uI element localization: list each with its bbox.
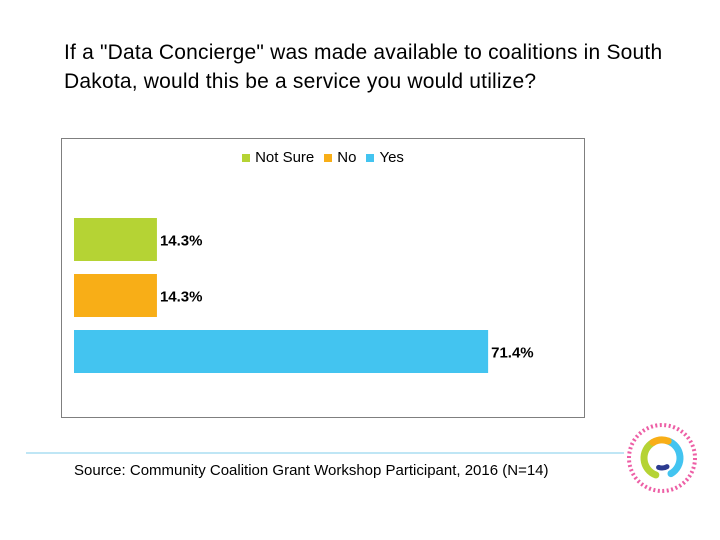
legend-swatch	[242, 153, 251, 162]
bar-yes	[74, 330, 489, 373]
logo-arc-blue	[664, 437, 684, 478]
logo-arc-green	[640, 438, 660, 479]
legend-label: Not Sure	[255, 149, 315, 166]
footer-divider	[26, 452, 624, 454]
legend-item-no: No	[324, 149, 356, 166]
chart-title: If a "Data Concierge" was made available…	[64, 41, 663, 93]
legend-swatch	[366, 153, 375, 162]
chart-legend: Not Sure No Yes	[62, 149, 584, 166]
bar-plot: 14.3% 14.3% 71.4%	[74, 218, 534, 373]
data-label: 71.4%	[491, 345, 534, 362]
data-label: 14.3%	[160, 233, 203, 250]
legend-swatch	[324, 153, 333, 162]
data-label: 14.3%	[160, 289, 203, 306]
bar-not-sure	[74, 218, 157, 261]
legend-item-yes: Yes	[366, 149, 404, 166]
logo-arc-orange	[649, 436, 672, 446]
legend-item-not-sure: Not Sure	[242, 149, 314, 166]
logo-arc-navy	[656, 464, 670, 471]
coalition-logo-icon	[627, 423, 697, 493]
legend-label: Yes	[379, 149, 404, 166]
bar-no	[74, 274, 157, 317]
logo-ring	[627, 423, 697, 493]
source-note: Source: Community Coalition Grant Worksh…	[74, 462, 549, 479]
chart-area: Not Sure No Yes 14.3% 14.3% 71.4%	[61, 138, 585, 418]
legend-label: No	[337, 149, 357, 166]
